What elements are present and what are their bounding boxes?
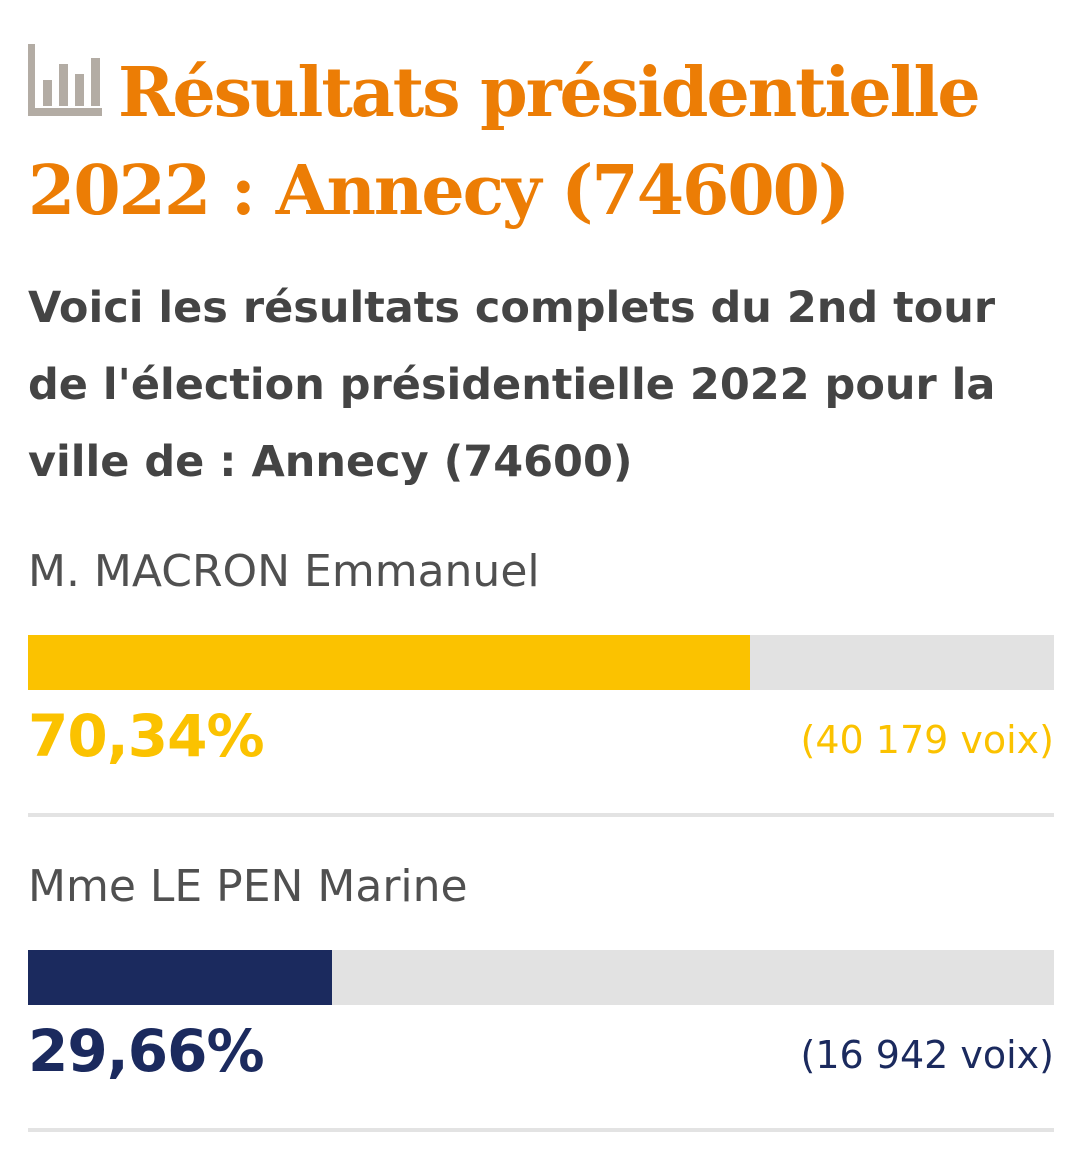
page-subtitle: Voici les résultats complets du 2nd tour…	[28, 283, 996, 487]
title-text: Résultats présidentielle 2022 : Annecy (…	[28, 53, 981, 231]
bar-track	[28, 950, 1054, 1005]
votes-label: (40 179 voix)	[800, 718, 1054, 762]
candidate-result: M. MACRON Emmanuel 70,34% (40 179 voix)	[28, 545, 1054, 835]
percent-label: 70,34%	[28, 702, 265, 770]
votes-label: (16 942 voix)	[800, 1033, 1054, 1077]
divider	[28, 1128, 1054, 1132]
candidate-name: Mme LE PEN Marine	[28, 861, 468, 912]
page-title: Résultats présidentielle 2022 : Annecy (…	[28, 44, 1058, 240]
bar-fill	[28, 635, 750, 690]
candidate-name: M. MACRON Emmanuel	[28, 546, 540, 597]
bar-chart-icon	[28, 44, 102, 116]
bar-fill	[28, 950, 332, 1005]
candidate-result: Mme LE PEN Marine 29,66% (16 942 voix)	[28, 860, 1054, 1150]
divider	[28, 813, 1054, 817]
bar-track	[28, 635, 1054, 690]
percent-label: 29,66%	[28, 1017, 265, 1085]
